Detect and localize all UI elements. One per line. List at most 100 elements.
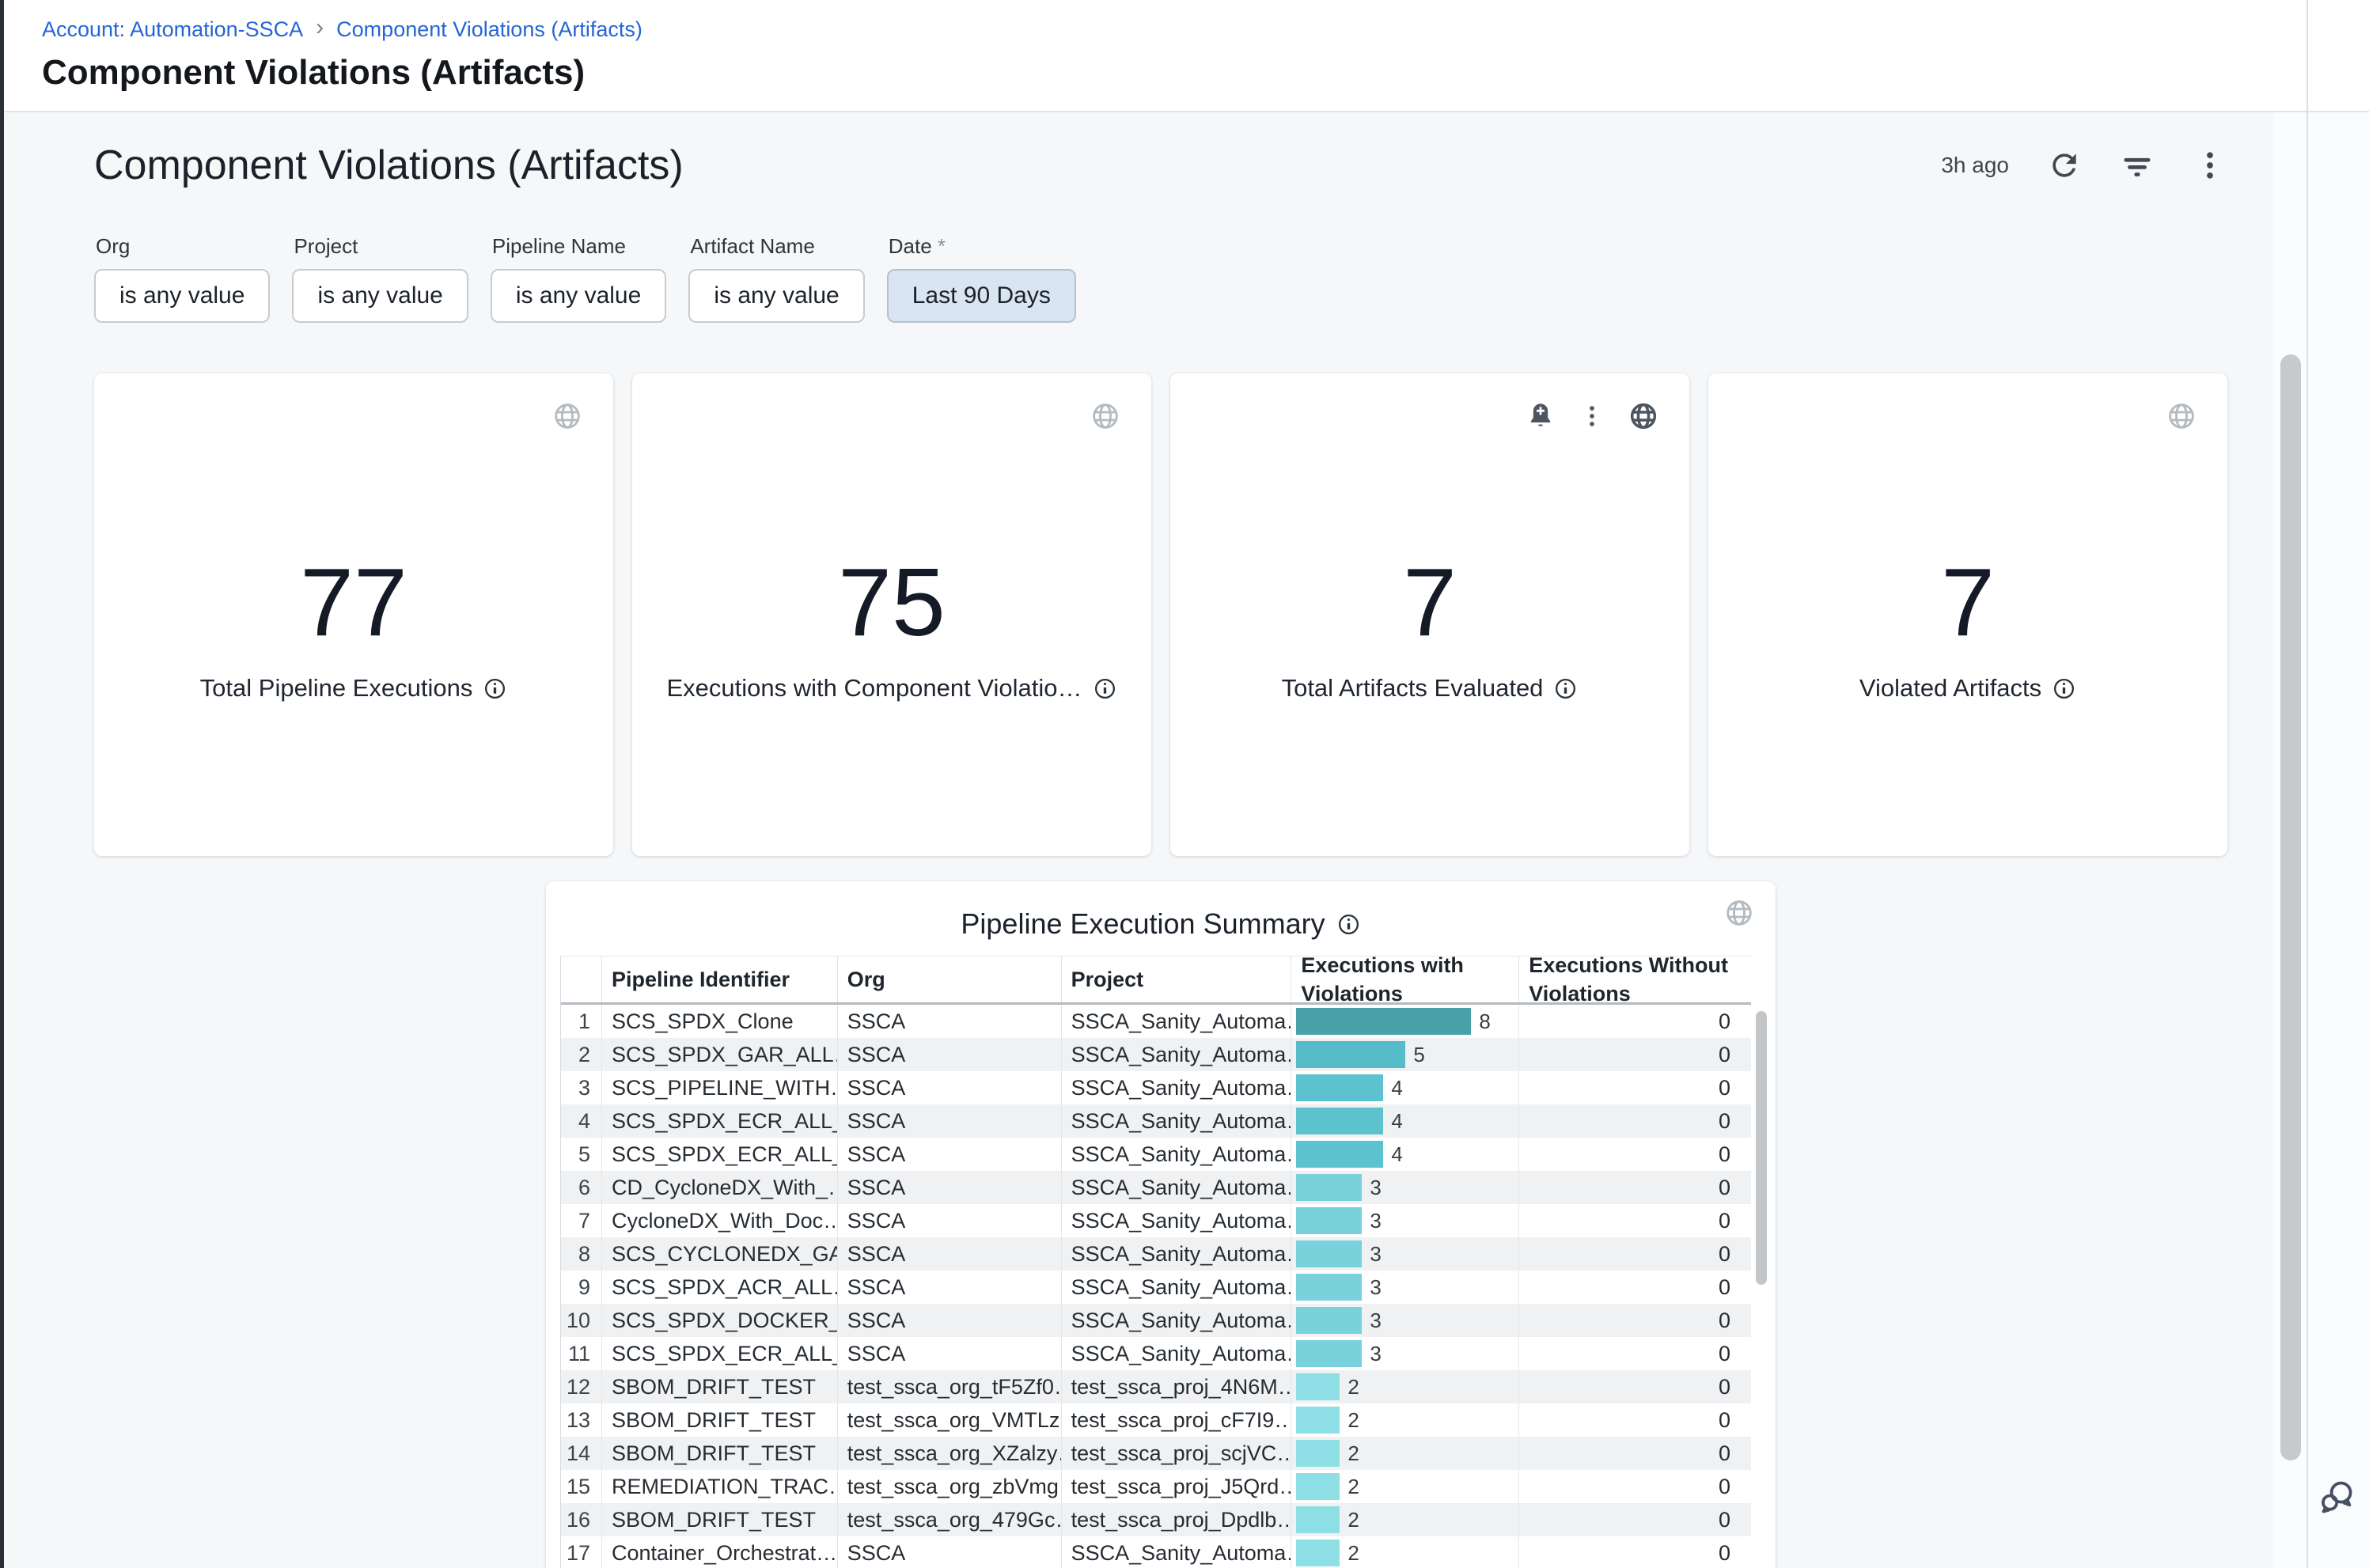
column-header-rownum (561, 956, 602, 1002)
row-number: 17 (561, 1536, 602, 1568)
org-cell: SSCA (838, 1304, 1062, 1337)
column-header-org[interactable]: Org (838, 956, 1062, 1002)
info-icon[interactable] (483, 676, 507, 701)
row-number: 6 (561, 1171, 602, 1204)
violations-bar[interactable] (1296, 1473, 1340, 1500)
card-icons (2166, 400, 2197, 432)
page-scrollbar[interactable] (2280, 354, 2301, 1460)
globe-icon[interactable] (2166, 400, 2197, 432)
filter-value-button[interactable]: Last 90 Days (886, 269, 1076, 323)
filter-value-button[interactable]: is any value (292, 269, 468, 323)
table-row[interactable]: 3 SCS_PIPELINE_WITH… SSCA SSCA_Sanity_Autom… (561, 1071, 1751, 1104)
filter-value-button[interactable]: is any value (490, 269, 667, 323)
executions-without-violations-cell: 0 (1718, 1407, 1731, 1432)
violations-bar[interactable] (1296, 1440, 1340, 1467)
card-icons (552, 400, 583, 432)
violations-bar[interactable] (1296, 1240, 1363, 1267)
support-chat-icon[interactable] (2318, 1478, 2356, 1516)
org-cell: SSCA (838, 1536, 1062, 1568)
violations-bar[interactable] (1296, 1373, 1340, 1400)
executions-without-violations-cell: 0 (1718, 1075, 1731, 1100)
project-cell: SSCA_Sanity_Automa… (1062, 1104, 1292, 1138)
violations-bar[interactable] (1296, 1041, 1406, 1068)
pipeline-identifier-cell: SBOM_DRIFT_TEST (602, 1370, 838, 1403)
column-header-executions-without-violations[interactable]: Executions Without Violations (1529, 956, 1728, 1002)
kebab-menu-icon[interactable] (1579, 403, 1605, 430)
table-scrollbar[interactable] (1756, 1011, 1767, 1285)
globe-icon[interactable] (552, 400, 583, 432)
filter-value-button[interactable]: is any value (688, 269, 865, 323)
metric-label-row: Total Pipeline Executions (94, 674, 613, 703)
metric-value: 77 (300, 548, 407, 656)
info-icon[interactable] (1336, 912, 1361, 937)
violations-bar-value: 4 (1391, 1075, 1403, 1100)
executions-without-violations-cell: 0 (1718, 1441, 1731, 1465)
violations-bar[interactable] (1296, 1141, 1384, 1168)
violations-bar[interactable] (1296, 1008, 1472, 1035)
violations-bar[interactable] (1296, 1207, 1363, 1234)
breadcrumb-current-link[interactable]: Component Violations (Artifacts) (336, 17, 642, 41)
kebab-menu-icon[interactable] (2193, 148, 2227, 183)
violations-bar[interactable] (1296, 1540, 1340, 1566)
table-row[interactable]: 8SCS_CYCLONEDX_GA…SSCASSCA_Sanity_Automa… (561, 1237, 1751, 1271)
column-header-executions-with-violations[interactable]: Executions with Violations (1291, 956, 1520, 1002)
table-row[interactable]: 1 SCS_SPDX_Clone SSCA SSCA_Sanity_Automa… 8 0 (561, 1005, 1751, 1038)
org-cell: SSCA (838, 1071, 1062, 1104)
violations-bar[interactable] (1296, 1407, 1340, 1434)
executions-without-violations-cell: 0 (1718, 1142, 1731, 1166)
violations-bar-value: 2 (1347, 1474, 1359, 1498)
metric-label: Total Pipeline Executions (199, 674, 473, 702)
table-row[interactable]: 10 SCS_SPDX_DOCKER_… SSCA SSCA_Sanity_Autom… (561, 1304, 1751, 1337)
filter-value-button[interactable]: is any value (94, 269, 271, 323)
column-header-project[interactable]: Project (1062, 956, 1292, 1002)
row-number: 3 (561, 1071, 602, 1104)
table-row[interactable]: 16 SBOM_DRIFT_TEST test_ssca_org_479Gc… tes… (561, 1503, 1751, 1536)
executions-with-violations-cell: 2 (1291, 1403, 1520, 1437)
table-row[interactable]: 14 SBOM_DRIFT_TEST test_ssca_org_XZalzy… te… (561, 1437, 1751, 1470)
executions-without-violations-cell: 0 (1718, 1374, 1731, 1399)
globe-icon[interactable] (1628, 400, 1659, 432)
column-header-pipeline-identifier[interactable]: Pipeline Identifier (602, 956, 838, 1002)
violations-bar[interactable] (1296, 1274, 1363, 1301)
dashboard-title: Component Violations (Artifacts) (94, 142, 684, 188)
row-number: 1 (561, 1005, 602, 1038)
globe-icon[interactable] (1723, 897, 1755, 929)
executions-with-violations-cell: 5 (1291, 1038, 1520, 1071)
table-row[interactable]: 2 SCS_SPDX_GAR_ALL… SSCA SSCA_Sanity_Automa… (561, 1038, 1751, 1071)
table-row[interactable]: 15 REMEDIATION_TRAC… test_ssca_org_zbVmg… t… (561, 1470, 1751, 1503)
filter-label: Date * (888, 234, 946, 258)
table-row[interactable]: 11SCS_SPDX_ECR_ALL_…SSCASSCA_Sanity_Auto… (561, 1337, 1751, 1370)
table-row[interactable]: 12 SBOM_DRIFT_TEST test_ssca_org_tF5Zf0… te… (561, 1370, 1751, 1403)
violations-bar[interactable] (1296, 1074, 1384, 1101)
table-row[interactable]: 13 SBOM_DRIFT_TEST test_ssca_org_VMTLz… tes… (561, 1403, 1751, 1437)
pipeline-identifier-cell: CycloneDX_With_Doc… (602, 1204, 838, 1237)
org-cell: SSCA (838, 1237, 1062, 1271)
violations-bar[interactable] (1296, 1307, 1363, 1334)
violations-bar[interactable] (1296, 1174, 1363, 1201)
alert-bell-plus-icon[interactable] (1525, 400, 1556, 432)
violations-bar[interactable] (1296, 1506, 1340, 1533)
dashboard-actions: 3h ago (1941, 148, 2227, 183)
page-header: Account: Automation-SSCA › Component Vio… (4, 0, 2369, 112)
org-cell: SSCA (838, 1204, 1062, 1237)
table-row[interactable]: 6 CD_CycloneDX_With_… SSCA SSCA_Sanity_Auto… (561, 1171, 1751, 1204)
pipeline-identifier-cell: SCS_SPDX_ECR_ALL_… (602, 1138, 838, 1171)
violations-bar[interactable] (1296, 1108, 1384, 1134)
executions-without-violations-cell: 0 (1718, 1175, 1731, 1199)
globe-icon[interactable] (1090, 400, 1121, 432)
info-icon[interactable] (2052, 676, 2076, 701)
violations-bar-value: 2 (1347, 1441, 1359, 1465)
table-row[interactable]: 9 SCS_SPDX_ACR_ALL… SSCA SSCA_Sanity_Automa… (561, 1271, 1751, 1304)
info-icon[interactable] (1553, 676, 1578, 701)
violations-bar-value: 3 (1370, 1308, 1382, 1332)
info-icon[interactable] (1093, 676, 1117, 701)
table-row[interactable]: 4SCS_SPDX_ECR_ALL_…SSCASSCA_Sanity_Autom… (561, 1104, 1751, 1138)
table-row[interactable]: 5SCS_SPDX_ECR_ALL_…SSCASSCA_Sanity_Autom… (561, 1138, 1751, 1171)
refresh-icon[interactable] (2047, 148, 2082, 183)
violations-bar[interactable] (1296, 1340, 1363, 1367)
table-row[interactable]: 7 CycloneDX_With_Doc… SSCA SSCA_Sanity_Auto… (561, 1204, 1751, 1237)
pipeline-identifier-cell: SBOM_DRIFT_TEST (602, 1437, 838, 1470)
table-row[interactable]: 17 Container_Orchestrat… SSCA SSCA_Sanity_A… (561, 1536, 1751, 1568)
filter-icon[interactable] (2120, 148, 2155, 183)
breadcrumb-account-link[interactable]: Account: Automation-SSCA (42, 17, 304, 41)
